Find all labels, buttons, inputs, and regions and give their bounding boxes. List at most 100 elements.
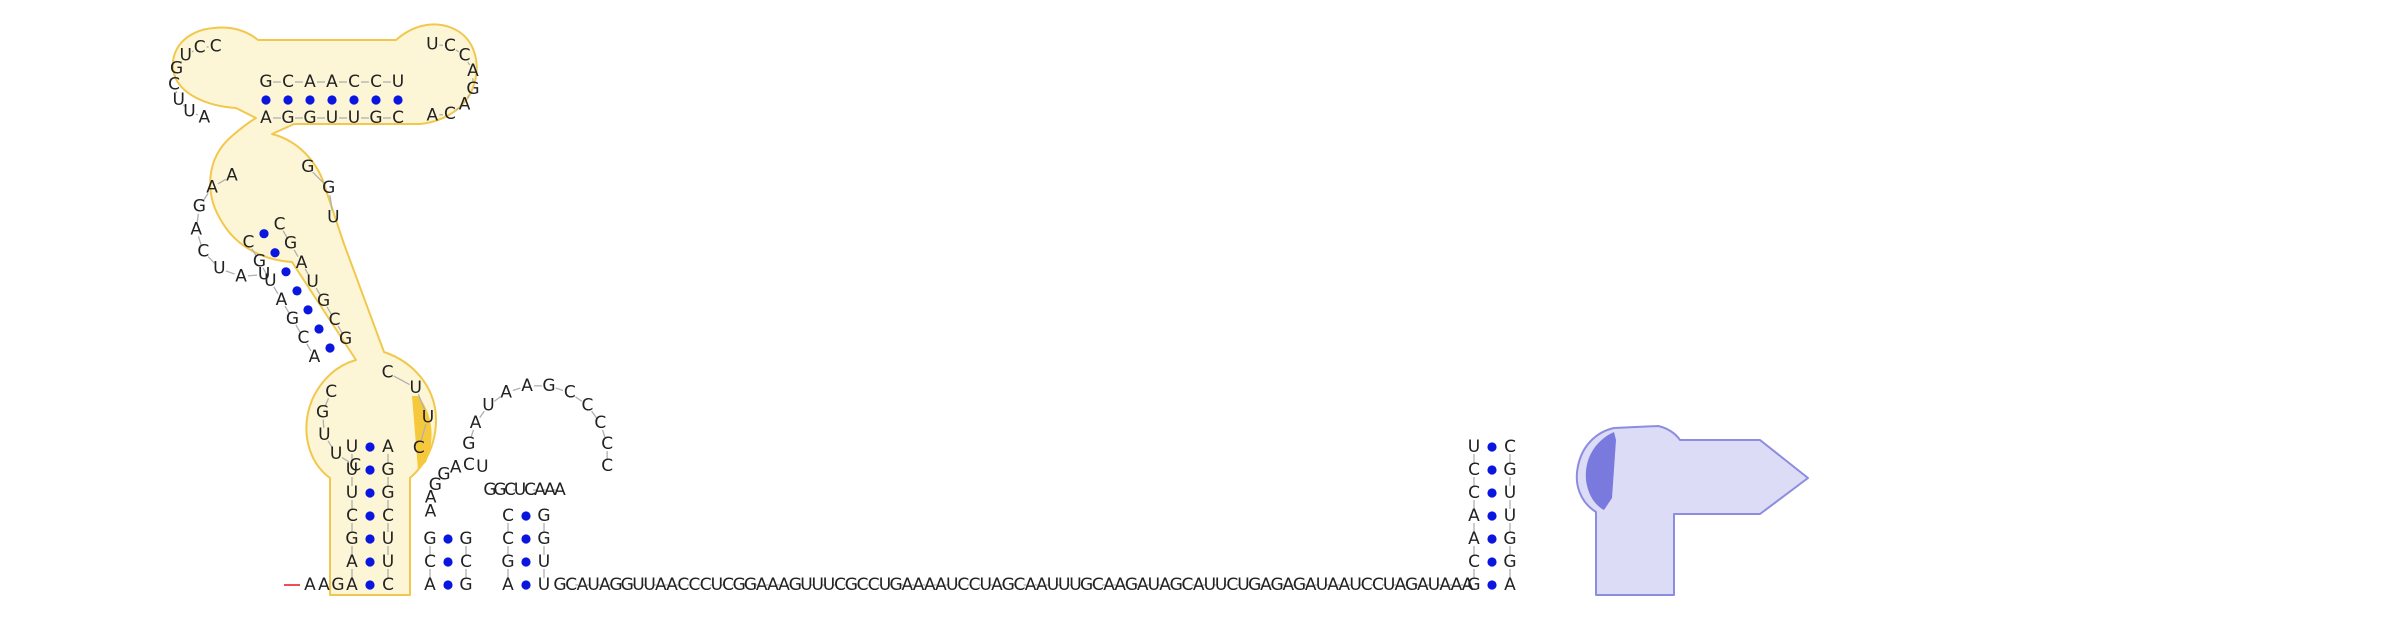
nucleotide: C	[857, 575, 869, 595]
nucleotide: G	[1503, 460, 1516, 480]
nucleotide: C	[413, 438, 425, 458]
backbone-link	[322, 419, 325, 428]
nucleotide: G	[1002, 575, 1015, 595]
base-pair-dot	[365, 488, 375, 498]
base-pair-dot	[521, 534, 531, 544]
base-pair-dot	[365, 580, 375, 590]
base-pair-dot	[365, 534, 375, 544]
nucleotide: A	[1468, 529, 1480, 549]
nucleotide: G	[789, 575, 802, 595]
nucleotide: A	[467, 61, 479, 81]
nucleotide: U	[1468, 437, 1480, 457]
nucleotide: A	[1193, 575, 1205, 595]
nucleotide: G	[1503, 529, 1516, 549]
nucleotide: C	[194, 38, 206, 58]
backbone-link	[284, 305, 290, 314]
nucleotide: A	[1025, 575, 1037, 595]
nucleotide: A	[425, 501, 437, 521]
nucleotide: G	[459, 575, 472, 595]
base-pair-dot	[1487, 557, 1497, 567]
nucleotide: A	[1439, 575, 1451, 595]
backbone-links	[174, 44, 1511, 586]
nucleotide: A	[1282, 575, 1294, 595]
backbone-link	[207, 256, 215, 264]
nucleotide: A	[1159, 575, 1171, 595]
nucleotide: C	[282, 72, 294, 92]
backbone-link	[341, 457, 350, 463]
nucleotide: A	[902, 575, 914, 595]
nucleotide: A	[767, 575, 779, 595]
nucleotide: G	[845, 575, 858, 595]
nucleotide: C	[325, 382, 337, 402]
nucleotide: C	[459, 46, 471, 66]
nucleotide: U	[426, 34, 438, 54]
base-pairs	[259, 95, 1497, 590]
nucleotide: C	[700, 575, 712, 595]
nucleotide: A	[554, 480, 566, 500]
backbone-link	[175, 90, 178, 94]
nucleotide: A	[1036, 575, 1048, 595]
nucleotide: C	[677, 575, 689, 595]
nucleotide: U	[213, 258, 225, 278]
nucleotide: G	[301, 157, 314, 177]
base-pair-dot	[1487, 580, 1497, 590]
nucleotide: A	[534, 480, 546, 500]
nucleotide: U	[980, 575, 992, 595]
nucleotide: A	[1339, 575, 1351, 595]
nucleotide: G	[744, 575, 757, 595]
nucleotide: G	[193, 197, 206, 217]
backbone-link	[180, 60, 183, 64]
blue-highlight-accent	[1585, 432, 1616, 510]
nucleotide: G	[1271, 575, 1284, 595]
nucleotide: U	[538, 575, 550, 595]
nucleotide: C	[969, 575, 981, 595]
nucleotide: U	[172, 90, 184, 110]
nucleotide: A	[450, 458, 462, 478]
nucleotide: A	[599, 575, 611, 595]
nucleotide: A	[521, 376, 533, 396]
nucleotide: A	[304, 575, 316, 595]
base-pair-dot	[1487, 534, 1497, 544]
nucleotide: G	[281, 108, 294, 128]
nucleotide: A	[260, 108, 272, 128]
nucleotide: U	[800, 575, 812, 595]
nucleotide: U	[1383, 575, 1395, 595]
nucleotide: C	[242, 233, 254, 253]
nucleotide: A	[544, 480, 556, 500]
nucleotide: C	[1372, 575, 1384, 595]
nucleotide: G	[1125, 575, 1138, 595]
nucleotide: U	[183, 102, 195, 122]
nucleotide: C	[168, 74, 180, 94]
backbone-link	[512, 387, 521, 392]
nucleotide: U	[330, 444, 342, 464]
base-pair-dot	[365, 442, 375, 452]
nucleotide: A	[425, 488, 437, 508]
base-pair-dot	[283, 95, 293, 105]
nucleotide: C	[582, 396, 594, 416]
nucleotide: C	[565, 575, 577, 595]
nucleotide: A	[459, 94, 471, 114]
nucleotide: C	[382, 506, 394, 526]
nucleotide: A	[346, 552, 358, 572]
nucleotide: C	[1226, 575, 1238, 595]
nucleotide: U	[346, 483, 358, 503]
base-pair-dot	[365, 511, 375, 521]
nucleotide: A	[346, 575, 358, 595]
backbone-link	[306, 343, 312, 352]
base-pair-dot	[270, 248, 280, 258]
nucleotide: A	[1451, 575, 1463, 595]
nucleotide: A	[935, 575, 947, 595]
nucleotide: U	[482, 396, 494, 416]
nucleotide: G	[609, 575, 622, 595]
nucleotide: G	[733, 575, 746, 595]
nucleotide: A	[190, 220, 202, 240]
backbone-link	[420, 424, 427, 442]
nucleotide: U	[306, 272, 318, 292]
backbone-link	[282, 230, 288, 239]
nucleotide: U	[632, 575, 644, 595]
base-pair-dot	[443, 557, 453, 567]
nucleotide: G	[437, 465, 450, 485]
backbone-link	[315, 287, 321, 296]
base-pair-dot	[393, 95, 403, 105]
nucleotide: G	[462, 434, 475, 454]
